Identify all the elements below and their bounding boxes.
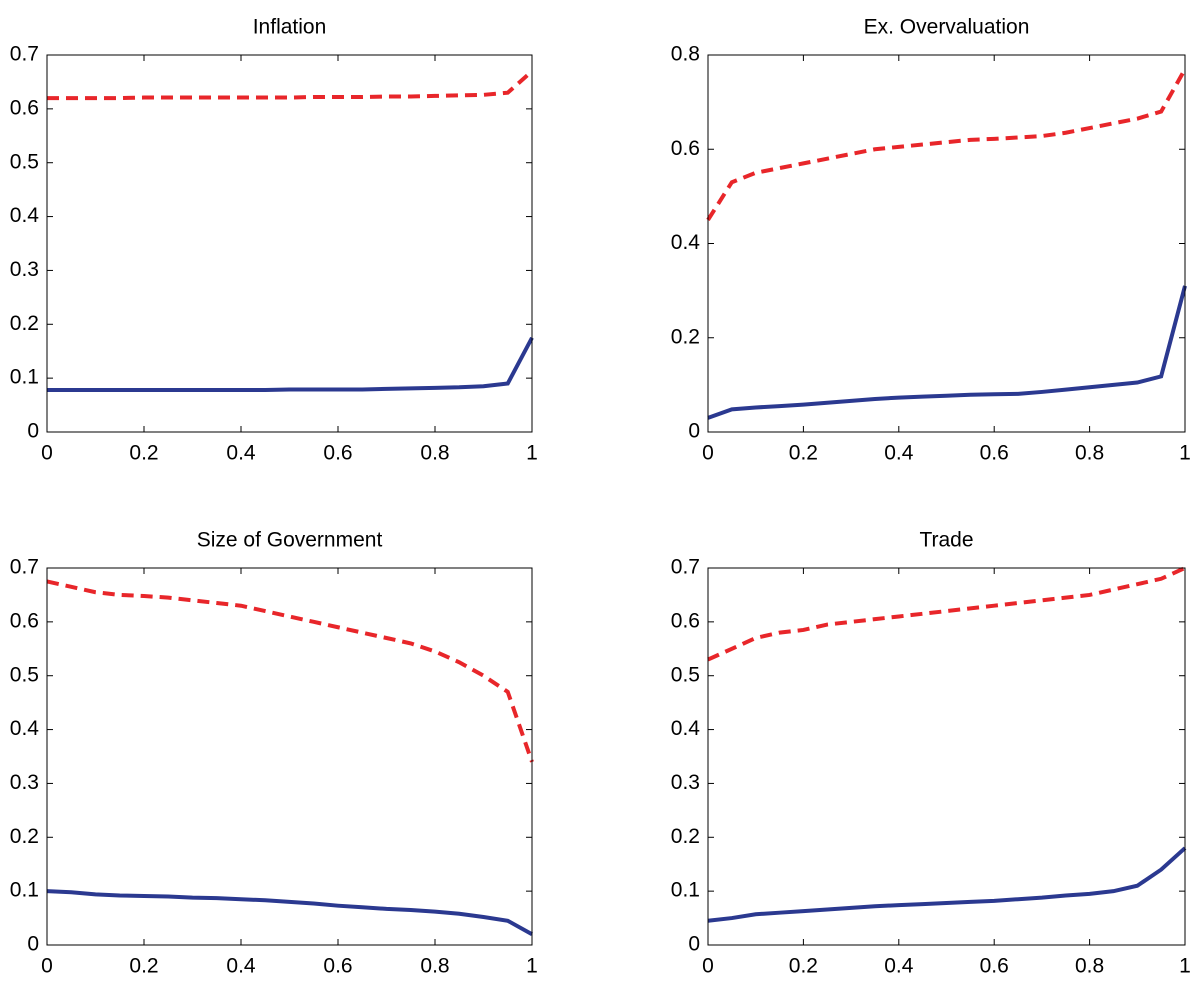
x-tick-label: 0.8 [420, 442, 449, 465]
x-tick-label: 0 [41, 955, 53, 978]
y-tick-label: 0.2 [671, 825, 700, 848]
series-line [47, 69, 534, 101]
y-tick-label: 0.1 [671, 879, 700, 902]
x-tick-label: 0.4 [884, 442, 914, 465]
series-line [706, 68, 1187, 222]
y-tick-label: 0 [688, 933, 700, 956]
series-line [707, 846, 1187, 923]
x-tick-label: 0.4 [226, 442, 256, 465]
x-tick-label: 0 [702, 442, 714, 465]
x-tick-label: 0.6 [980, 442, 1009, 465]
y-tick-label: 0.5 [10, 150, 39, 173]
axes-box [707, 54, 1186, 433]
y-tick-label: 0.4 [10, 717, 40, 740]
x-tick-label: 1 [526, 955, 538, 978]
x-tick-label: 0 [41, 442, 53, 465]
y-tick-label: 0 [27, 933, 39, 956]
chart-title: Size of Government [197, 529, 383, 552]
chart-title: Ex. Overvaluation [864, 16, 1030, 39]
y-tick-label: 0.3 [10, 258, 39, 281]
series-line [707, 285, 1187, 420]
axes-box [46, 54, 533, 433]
series-line [46, 579, 534, 763]
y-tick-label: 0 [688, 420, 700, 443]
y-tick-label: 0.4 [10, 204, 40, 227]
y-tick-label: 0.7 [10, 556, 39, 579]
y-tick-label: 0.1 [10, 366, 39, 389]
y-tick-label: 0 [27, 420, 39, 443]
y-tick-label: 0.3 [10, 771, 39, 794]
x-tick-label: 0 [702, 955, 714, 978]
y-tick-label: 0.8 [671, 43, 700, 66]
y-tick-label: 0.2 [671, 325, 700, 348]
y-tick-label: 0.5 [10, 663, 39, 686]
chart-title: Inflation [253, 16, 327, 39]
chart-title: Trade [919, 529, 973, 552]
x-tick-label: 0.4 [884, 955, 914, 978]
x-tick-label: 0.8 [420, 955, 449, 978]
axes-box [707, 567, 1186, 946]
y-tick-label: 0.7 [10, 43, 39, 66]
x-tick-label: 0.2 [129, 442, 158, 465]
series-line [46, 889, 533, 936]
y-tick-label: 0.6 [671, 137, 700, 160]
x-tick-label: 0.2 [789, 442, 818, 465]
y-tick-label: 0.7 [671, 556, 700, 579]
x-tick-label: 1 [526, 442, 538, 465]
y-tick-label: 0.1 [10, 879, 39, 902]
y-tick-label: 0.2 [10, 825, 39, 848]
y-tick-label: 0.2 [10, 312, 39, 335]
y-tick-label: 0.6 [671, 609, 700, 632]
axes-box [46, 567, 533, 946]
y-tick-label: 0.4 [671, 231, 701, 254]
x-tick-label: 0.4 [226, 955, 256, 978]
y-tick-label: 0.3 [671, 771, 700, 794]
series-line [707, 566, 1186, 662]
x-tick-label: 1 [1179, 955, 1191, 978]
x-tick-label: 0.6 [323, 955, 352, 978]
x-tick-label: 0.6 [323, 442, 352, 465]
x-tick-label: 0.8 [1075, 442, 1104, 465]
x-tick-label: 1 [1179, 442, 1191, 465]
x-tick-label: 0.2 [789, 955, 818, 978]
y-tick-label: 0.5 [671, 663, 700, 686]
y-tick-label: 0.6 [10, 609, 39, 632]
y-tick-label: 0.6 [10, 96, 39, 119]
y-tick-label: 0.4 [671, 717, 701, 740]
x-tick-label: 0.8 [1075, 955, 1104, 978]
x-tick-label: 0.2 [129, 955, 158, 978]
x-tick-label: 0.6 [980, 955, 1009, 978]
series-line [47, 336, 534, 392]
